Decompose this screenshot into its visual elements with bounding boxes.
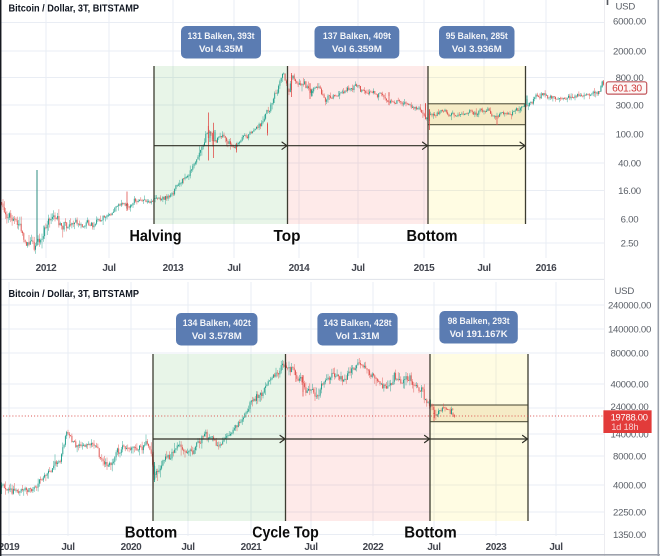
svg-text:Bottom: Bottom (407, 228, 458, 245)
svg-text:6.00: 6.00 (621, 214, 639, 225)
svg-text:2012: 2012 (36, 263, 57, 274)
svg-text:Bitcoin / Dollar, 3T, BITSTAMP: Bitcoin / Dollar, 3T, BITSTAMP (9, 288, 140, 300)
svg-text:Top: Top (274, 228, 301, 245)
svg-text:2.50: 2.50 (621, 238, 639, 249)
svg-text:14000.00: 14000.00 (610, 430, 648, 441)
svg-text:2000.00: 2000.00 (613, 46, 646, 57)
svg-text:1350.00: 1350.00 (613, 530, 646, 541)
svg-text:40000.00: 40000.00 (610, 379, 648, 390)
svg-text:Jul: Jul (181, 542, 195, 553)
svg-text:Vol 3.936M: Vol 3.936M (452, 44, 502, 55)
svg-text:2019: 2019 (0, 542, 20, 553)
svg-text:Jul: Jul (61, 542, 75, 553)
svg-text:2014: 2014 (289, 263, 310, 274)
svg-text:601.30: 601.30 (612, 83, 642, 94)
svg-text:134 Balken, 402t: 134 Balken, 402t (183, 318, 252, 329)
svg-text:USD: USD (616, 2, 636, 13)
svg-text:Bitcoin / Dollar, 3T, BITSTAMP: Bitcoin / Dollar, 3T, BITSTAMP (9, 3, 140, 15)
svg-text:Bottom: Bottom (125, 525, 178, 542)
svg-text:USD: USD (615, 286, 635, 297)
svg-text:2020: 2020 (121, 542, 142, 553)
svg-text:Vol 1.31M: Vol 1.31M (336, 331, 380, 342)
svg-text:Jul: Jul (227, 263, 241, 274)
svg-text:1d 18h: 1d 18h (611, 421, 638, 432)
svg-text:24000.00: 24000.00 (610, 402, 648, 413)
svg-text:8000.00: 8000.00 (613, 451, 646, 462)
svg-text:137 Balken, 409t: 137 Balken, 409t (323, 31, 392, 42)
svg-text:95 Balken, 285t: 95 Balken, 285t (446, 31, 509, 42)
svg-text:100.00: 100.00 (616, 129, 644, 140)
svg-text:98 Balken, 293t: 98 Balken, 293t (448, 316, 511, 327)
svg-text:2015: 2015 (414, 263, 435, 274)
svg-text:2021: 2021 (241, 542, 262, 553)
svg-text:131 Balken, 393t: 131 Balken, 393t (188, 31, 256, 42)
svg-text:800.00: 800.00 (616, 73, 644, 84)
svg-text:2250.00: 2250.00 (613, 507, 646, 518)
svg-text:Jul: Jul (549, 542, 563, 553)
svg-text:40.00: 40.00 (618, 158, 641, 169)
svg-text:Bottom: Bottom (404, 525, 457, 542)
svg-text:Jul: Jul (427, 542, 441, 553)
svg-text:Vol 3.578M: Vol 3.578M (192, 331, 242, 342)
svg-text:16.00: 16.00 (618, 186, 641, 197)
svg-text:6000.00: 6000.00 (613, 17, 646, 28)
svg-text:2023: 2023 (486, 542, 507, 553)
svg-text:Vol 191.167K: Vol 191.167K (450, 329, 508, 340)
svg-text:2016: 2016 (536, 263, 557, 274)
svg-text:80000.00: 80000.00 (610, 348, 648, 359)
svg-text:Halving: Halving (130, 228, 182, 245)
svg-text:Vol 6.359M: Vol 6.359M (332, 44, 382, 55)
svg-text:19788.00: 19788.00 (611, 412, 648, 423)
svg-text:143 Balken, 428t: 143 Balken, 428t (324, 318, 393, 329)
svg-text:140000.00: 140000.00 (608, 324, 651, 335)
svg-text:Vol 4.35M: Vol 4.35M (199, 44, 243, 55)
svg-text:Cycle Top: Cycle Top (252, 525, 319, 542)
svg-text:300.00: 300.00 (616, 100, 644, 111)
svg-text:240000.00: 240000.00 (608, 300, 651, 311)
svg-text:Jul: Jul (351, 263, 365, 274)
svg-text:2013: 2013 (163, 263, 184, 274)
svg-text:4000.00: 4000.00 (613, 480, 646, 491)
svg-text:Jul: Jul (477, 263, 491, 274)
svg-text:Jul: Jul (304, 542, 318, 553)
svg-text:2022: 2022 (363, 542, 384, 553)
svg-text:Jul: Jul (102, 263, 116, 274)
